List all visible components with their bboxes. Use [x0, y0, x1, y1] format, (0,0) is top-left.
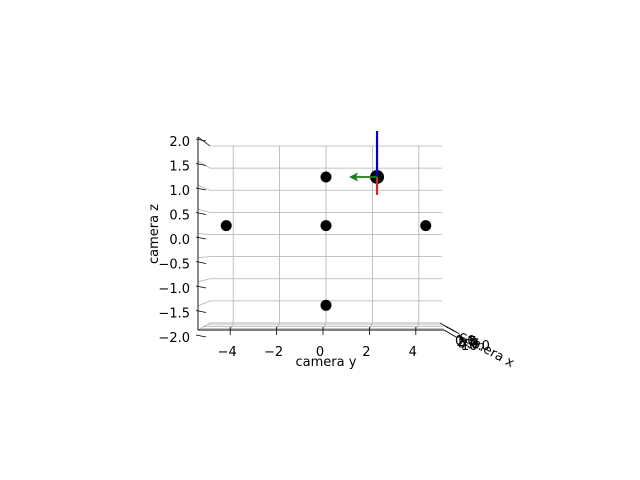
z-tick-label: −2.0: [158, 331, 190, 346]
grid-line-side: [197, 300, 211, 307]
z-tick-label: 0.0: [169, 233, 190, 248]
data-point: [320, 171, 332, 183]
z-tick: [195, 310, 207, 313]
x-tick-label: 2.5: [457, 335, 478, 350]
grid-line-side: [197, 184, 211, 191]
x-axis-line: [443, 329, 457, 338]
z-tick: [195, 236, 207, 240]
z-tick-label: 2.0: [169, 135, 190, 150]
data-point: [320, 220, 332, 232]
z-tick-label: 1.0: [169, 184, 190, 199]
y-tick-label: 2: [362, 345, 370, 360]
x-ticks: 0.02.55.07.510.0: [439, 322, 490, 354]
y-tick-label: 4: [409, 345, 417, 360]
camera-axes: [349, 130, 385, 195]
z-tick-label: −0.5: [158, 258, 190, 273]
grid-line-side: [197, 256, 211, 259]
grid-line-side: [197, 208, 211, 213]
x-tick: [451, 329, 461, 335]
grid-line-side: [197, 160, 211, 169]
grid-line-side: [197, 278, 211, 283]
data-point: [420, 220, 432, 232]
z-tick-label: −1.5: [158, 307, 190, 322]
y-tick-label: −4: [218, 345, 237, 360]
z-tick: [195, 334, 207, 338]
grid-lines: [197, 136, 444, 331]
z-tick: [195, 261, 207, 264]
z-ticks: 2.0 1.5 1.0 0.5 0.0 −0.5 −1.0 −1.5 −2.0: [158, 135, 207, 346]
y-axis-label: camera y: [296, 355, 357, 370]
z-tick: [195, 163, 207, 166]
y-tick-label: 0: [316, 345, 324, 360]
z-tick-label: −1.0: [158, 282, 190, 297]
z-tick: [195, 212, 207, 215]
z-tick: [195, 285, 207, 289]
z-tick: [195, 187, 207, 191]
y-tick-label: −2: [264, 345, 283, 360]
x-tick-label: 5.0: [458, 336, 479, 351]
axis-frame: [197, 136, 457, 338]
data-point: [220, 220, 232, 232]
z-tick: [195, 138, 207, 142]
pane-edge: [197, 136, 211, 147]
x-tick-label: 10.0: [461, 339, 490, 354]
data-point: [320, 299, 332, 311]
camera-y-arrowhead: [349, 172, 359, 182]
grid-line-side: [197, 233, 211, 235]
x-tick-label: 7.5: [460, 338, 481, 353]
x-tick-label: 0.0: [455, 334, 476, 349]
z-tick-label: 1.5: [169, 160, 190, 175]
z-tick-label: 0.5: [169, 209, 190, 224]
y-ticks: −4 −2 0 2 4: [218, 327, 417, 360]
z-axis-label: camera z: [147, 204, 162, 264]
